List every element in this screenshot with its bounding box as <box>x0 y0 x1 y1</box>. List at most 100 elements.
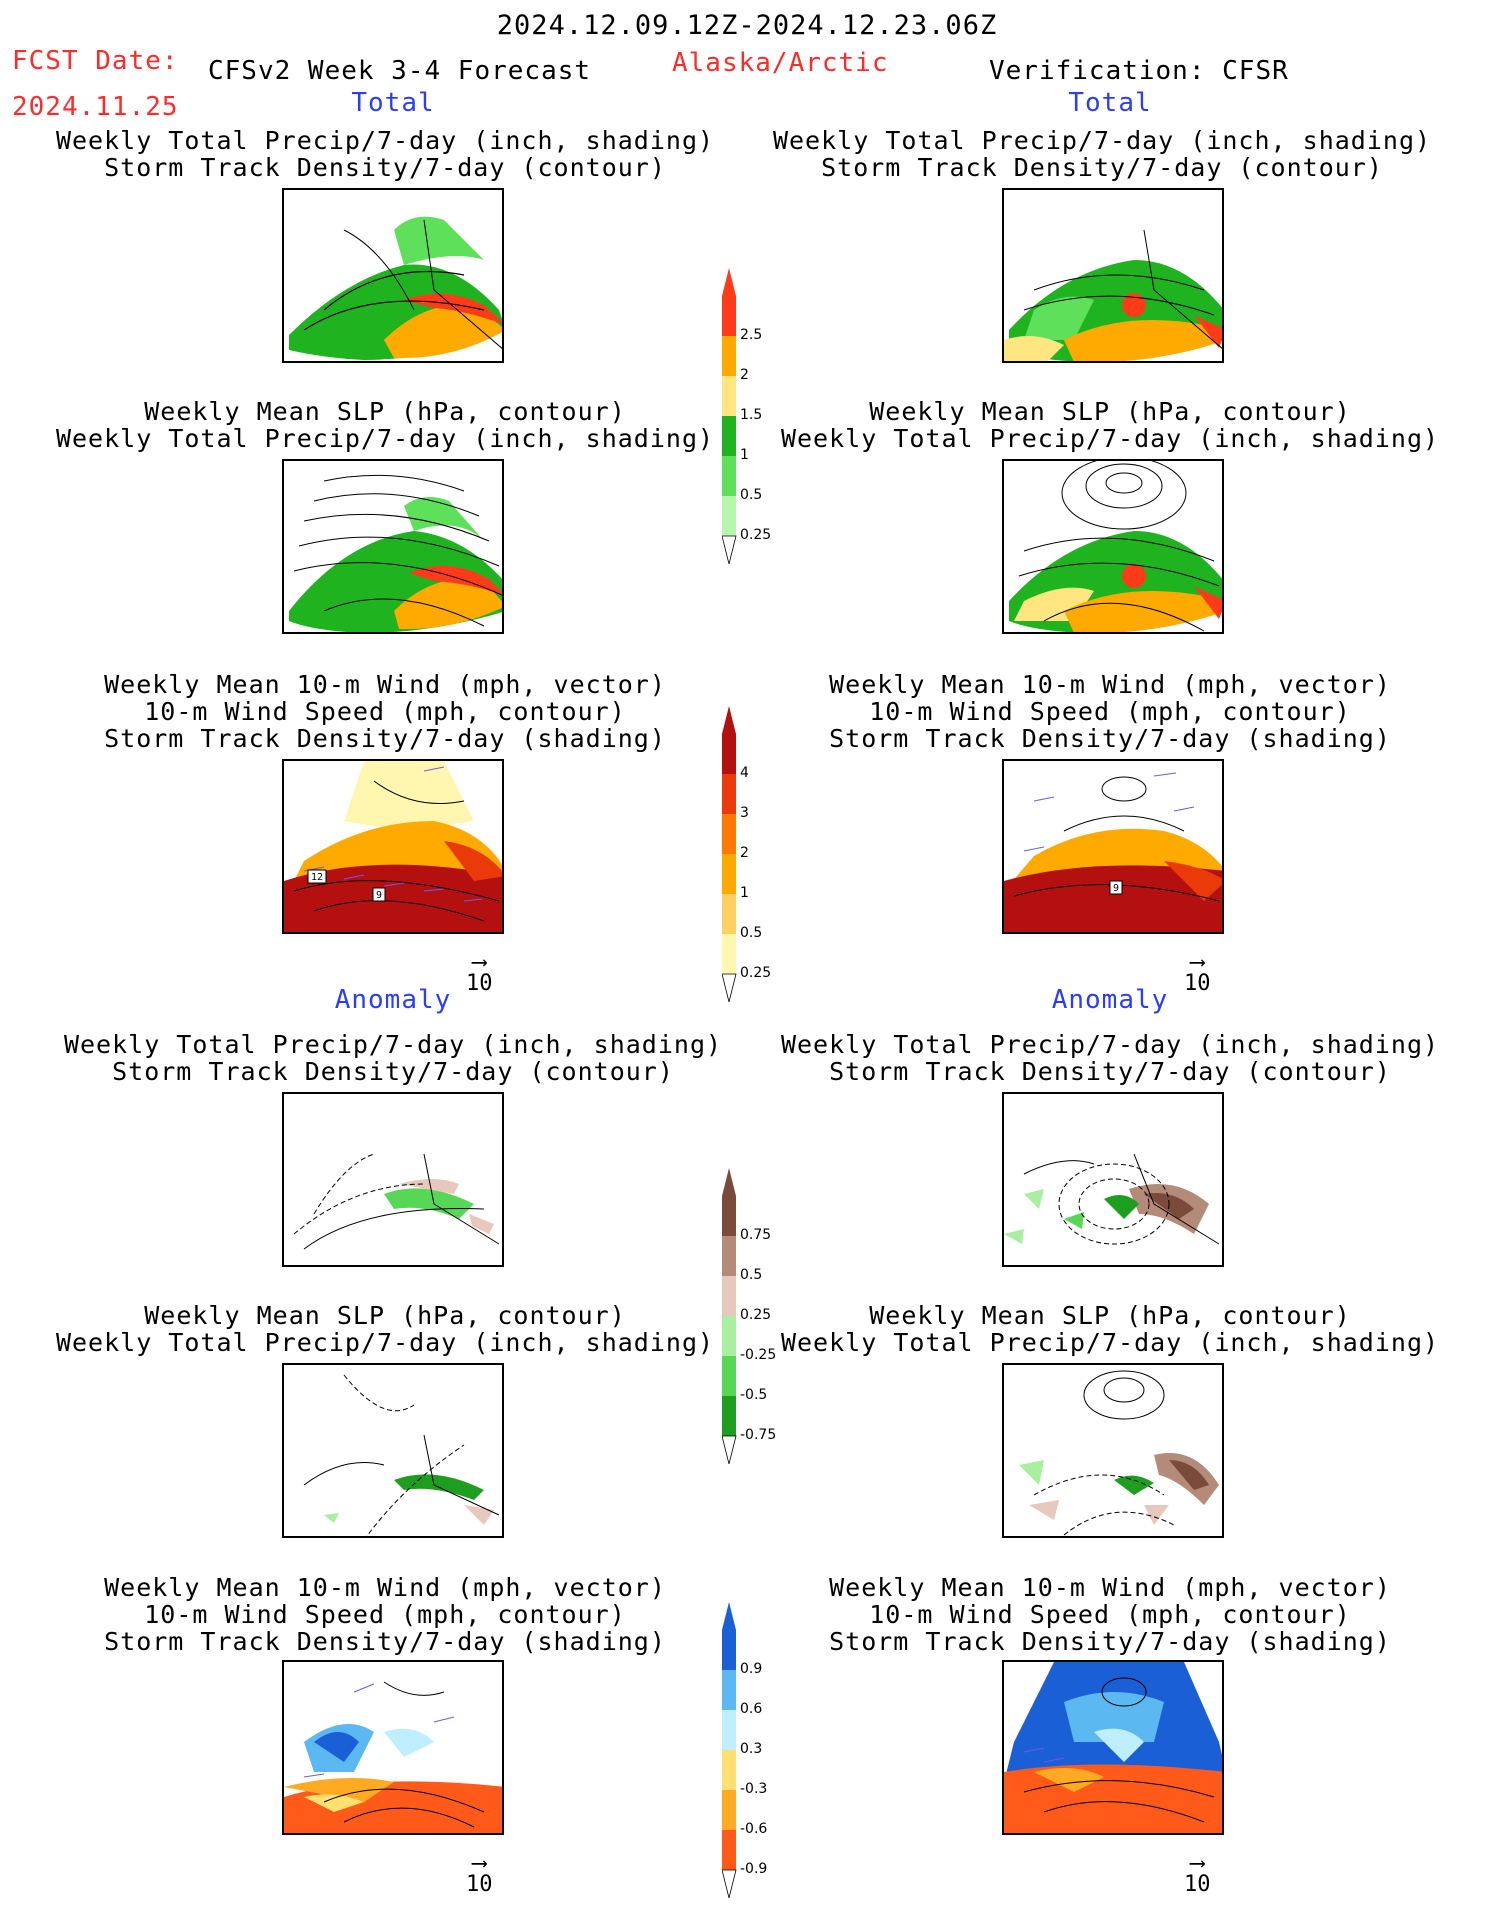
title-line: Storm Track Density/7-day (shading) <box>104 724 666 753</box>
colorbar-segment <box>722 1670 736 1710</box>
vector-scale-right-total: ⟶ 10 <box>1184 952 1211 997</box>
colorbar-top-tip <box>722 1168 736 1196</box>
colorbar-bottom-tip <box>722 1435 737 1464</box>
panel-title-slp-precip-right-anom: Weekly Mean SLP (hPa, contour) Weekly To… <box>781 1302 1439 1356</box>
map-panel-anom-slp-verification <box>1002 1363 1224 1538</box>
colorbar-tick-label: 0.75 <box>740 1227 772 1243</box>
colorbar-segment <box>722 1276 736 1316</box>
colorbar-segment <box>722 1790 736 1830</box>
map-panel-slp-precip-verification <box>1002 459 1224 634</box>
title-line: Weekly Mean SLP (hPa, contour) <box>144 1301 626 1330</box>
product-title: CFSv2 Week 3-4 Forecast <box>208 56 592 86</box>
title-line: Weekly Total Precip/7-day (inch, shading… <box>780 1030 1440 1059</box>
colorbar-top-tip <box>722 268 736 296</box>
colorbar-tick-label: 2.5 <box>740 327 763 343</box>
colorbar-segment <box>722 1356 736 1396</box>
colorbar-tick-label: 2 <box>740 367 749 383</box>
vector-scale-left-anom: ⟶ 10 <box>466 1851 493 1898</box>
colorbar-segment <box>722 1630 736 1670</box>
title-line: Weekly Mean 10-m Wind (mph, vector) <box>104 1573 666 1602</box>
colorbar-top-tip <box>722 706 736 734</box>
map-panel-total-precip-forecast <box>282 188 504 363</box>
colorbar-svg <box>722 1168 737 1464</box>
vector-arrow-icon: ⟶ <box>472 1851 486 1876</box>
colorbar-segment <box>722 1750 736 1790</box>
title-line: Weekly Total Precip/7-day (inch, shading… <box>55 1328 715 1357</box>
colorbar-segment <box>722 296 736 336</box>
title-line: Weekly Total Precip/7-day (inch, shading… <box>55 126 715 155</box>
colorbar-bottom-tip <box>722 973 737 1002</box>
title-line: Storm Track Density/7-day (shading) <box>829 724 1391 753</box>
colorbar-tick-label: 0.5 <box>740 1267 763 1283</box>
colorbar-svg <box>722 706 737 1002</box>
section-anomaly-left: Anomaly <box>334 985 452 1015</box>
colorbar-tick-label: 0.5 <box>740 925 763 941</box>
colorbar-segment <box>722 1236 736 1276</box>
colorbar-tick-label: 0.3 <box>740 1741 763 1757</box>
title-line: Storm Track Density/7-day (contour) <box>821 153 1383 182</box>
title-line: Weekly Mean SLP (hPa, contour) <box>869 397 1351 426</box>
colorbar-segment <box>722 774 736 814</box>
vector-arrow-icon: ⟶ <box>472 950 486 975</box>
colorbar-segment <box>722 894 736 934</box>
colorbar-tick-label: 0.6 <box>740 1701 763 1717</box>
map-panel-anom-wind-verification <box>1002 1660 1224 1835</box>
colorbar-segment <box>722 456 736 496</box>
map-panel-total-precip-verification <box>1002 188 1224 363</box>
panel-title-precip-storm-right-1: Weekly Total Precip/7-day (inch, shading… <box>773 127 1431 181</box>
colorbar-tick-label: 0.25 <box>740 965 772 981</box>
title-line: Weekly Total Precip/7-day (inch, shading… <box>780 1328 1440 1357</box>
verification-title: Verification: CFSR <box>989 56 1289 86</box>
colorbar-tick-label: -0.3 <box>740 1781 768 1797</box>
colorbar-tick-label: -0.25 <box>740 1347 777 1363</box>
vector-scale-left-total: ⟶ 10 <box>466 950 493 997</box>
colorbar-tick-label: 0.25 <box>740 1307 772 1323</box>
fcst-date-label: FCST Date: <box>12 46 179 76</box>
panel-title-wind-right-1: Weekly Mean 10-m Wind (mph, vector) 10-m… <box>829 671 1391 752</box>
map-panel-anom-slp-forecast <box>282 1363 504 1538</box>
contour-label: 12 <box>310 872 324 883</box>
colorbar-segment <box>722 734 736 774</box>
map-panel-wind-verification: 9 <box>1002 759 1224 934</box>
colorbar-segment <box>722 416 736 456</box>
vector-scale-value: 10 <box>466 971 493 996</box>
colorbar-segment <box>722 376 736 416</box>
colorbar-tick-label: 0.25 <box>740 527 772 543</box>
section-total-right: Total <box>1068 88 1152 118</box>
colorbar-segment <box>722 814 736 854</box>
title-line: Storm Track Density/7-day (shading) <box>104 1627 666 1656</box>
colorbar-top-tip <box>722 1602 736 1630</box>
panel-title-slp-precip-left-1: Weekly Mean SLP (hPa, contour) Weekly To… <box>56 398 714 452</box>
colorbar-tick-label: 4 <box>740 765 749 781</box>
colorbar-bottom-tip <box>722 535 737 564</box>
title-line: Weekly Mean 10-m Wind (mph, vector) <box>104 670 666 699</box>
title-line: Storm Track Density/7-day (contour) <box>112 1057 674 1086</box>
colorbar-segment <box>722 1396 736 1436</box>
contour-label: 9 <box>1112 883 1120 894</box>
colorbar-tick-label: -0.9 <box>740 1861 768 1877</box>
colorbar-segment <box>722 1196 736 1236</box>
colorbar-tick-label: 0.9 <box>740 1661 763 1677</box>
title-line: Storm Track Density/7-day (contour) <box>829 1057 1391 1086</box>
panel-title-wind-left-anom: Weekly Mean 10-m Wind (mph, vector) 10-m… <box>104 1574 666 1655</box>
date-range-title: 2024.12.09.12Z-2024.12.23.06Z <box>496 10 998 41</box>
colorbar-segment <box>722 336 736 376</box>
colorbar-tick-label: 0.5 <box>740 487 763 503</box>
panel-title-wind-right-anom: Weekly Mean 10-m Wind (mph, vector) 10-m… <box>829 1574 1391 1655</box>
colorbar-segment <box>722 934 736 974</box>
colorbar-tick-label: 1 <box>740 885 749 901</box>
title-line: Weekly Mean SLP (hPa, contour) <box>144 397 626 426</box>
vector-scale-right-anom: ⟶ 10 <box>1184 1853 1211 1898</box>
title-line: Weekly Mean 10-m Wind (mph, vector) <box>829 670 1391 699</box>
title-line: 10-m Wind Speed (mph, contour) <box>144 697 626 726</box>
colorbar-tick-label: 3 <box>740 805 749 821</box>
colorbar-tick-label: 1.5 <box>740 407 763 423</box>
vector-scale-value: 10 <box>466 1872 493 1897</box>
section-anomaly-right: Anomaly <box>1051 985 1169 1015</box>
panel-title-precip-storm-left-1: Weekly Total Precip/7-day (inch, shading… <box>56 127 714 181</box>
colorbar-svg <box>722 268 737 564</box>
panel-title-precip-storm-right-anom: Weekly Total Precip/7-day (inch, shading… <box>781 1031 1439 1085</box>
colorbar-segment <box>722 1316 736 1356</box>
map-panel-anom-precip-verification <box>1002 1092 1224 1267</box>
colorbar-bottom-tip <box>722 1869 737 1898</box>
